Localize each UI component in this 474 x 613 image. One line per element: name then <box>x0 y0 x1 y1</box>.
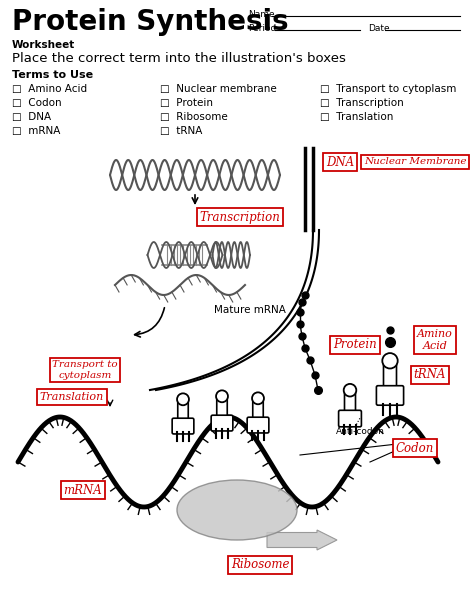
Text: □  Nuclear membrane: □ Nuclear membrane <box>160 84 277 94</box>
Circle shape <box>252 392 264 404</box>
Text: □  Ribosome: □ Ribosome <box>160 112 228 122</box>
Text: □  tRNA: □ tRNA <box>160 126 202 136</box>
Text: Translation: Translation <box>40 392 104 402</box>
FancyBboxPatch shape <box>217 397 227 419</box>
Text: Name: Name <box>248 10 274 19</box>
Text: Protein Synthesis: Protein Synthesis <box>12 8 289 36</box>
Text: □  Translation: □ Translation <box>320 112 393 122</box>
Circle shape <box>383 353 398 368</box>
Text: DNA: DNA <box>326 156 354 169</box>
Text: Worksheet: Worksheet <box>12 40 75 50</box>
Text: Codon: Codon <box>396 441 434 454</box>
FancyArrow shape <box>267 530 337 550</box>
Text: Anti-codon: Anti-codon <box>336 427 384 436</box>
Circle shape <box>177 394 189 405</box>
Text: □  Protein: □ Protein <box>160 98 213 108</box>
Text: Protein: Protein <box>333 338 377 351</box>
Text: Place the correct term into the illustration's boxes: Place the correct term into the illustra… <box>12 52 346 65</box>
FancyBboxPatch shape <box>383 362 396 390</box>
Text: Nuclear Membrane: Nuclear Membrane <box>364 158 466 167</box>
Text: Date: Date <box>368 24 390 33</box>
Text: □  Transcription: □ Transcription <box>320 98 404 108</box>
Text: □  Amino Acid: □ Amino Acid <box>12 84 87 94</box>
Text: Transcription: Transcription <box>200 210 281 224</box>
Text: mRNA: mRNA <box>64 484 102 497</box>
Text: □  mRNA: □ mRNA <box>12 126 60 136</box>
Text: Mature mRNA: Mature mRNA <box>214 305 286 315</box>
FancyBboxPatch shape <box>172 418 194 434</box>
Text: Terms to Use: Terms to Use <box>12 70 93 80</box>
Text: Amino
Acid: Amino Acid <box>417 329 453 351</box>
FancyBboxPatch shape <box>376 386 403 405</box>
Circle shape <box>216 390 228 402</box>
Circle shape <box>344 384 356 397</box>
Text: Ribosome: Ribosome <box>231 558 289 571</box>
FancyBboxPatch shape <box>178 400 188 422</box>
Text: tRNA: tRNA <box>414 368 446 381</box>
FancyBboxPatch shape <box>345 391 356 414</box>
Text: Period: Period <box>248 24 276 33</box>
FancyBboxPatch shape <box>247 417 269 433</box>
FancyBboxPatch shape <box>211 415 233 431</box>
FancyBboxPatch shape <box>253 399 263 421</box>
Text: Transport to
cytoplasm: Transport to cytoplasm <box>52 360 118 379</box>
Text: □  Codon: □ Codon <box>12 98 62 108</box>
FancyBboxPatch shape <box>338 410 361 427</box>
Text: □  DNA: □ DNA <box>12 112 51 122</box>
Text: □  Transport to cytoplasm: □ Transport to cytoplasm <box>320 84 456 94</box>
Ellipse shape <box>177 480 297 540</box>
